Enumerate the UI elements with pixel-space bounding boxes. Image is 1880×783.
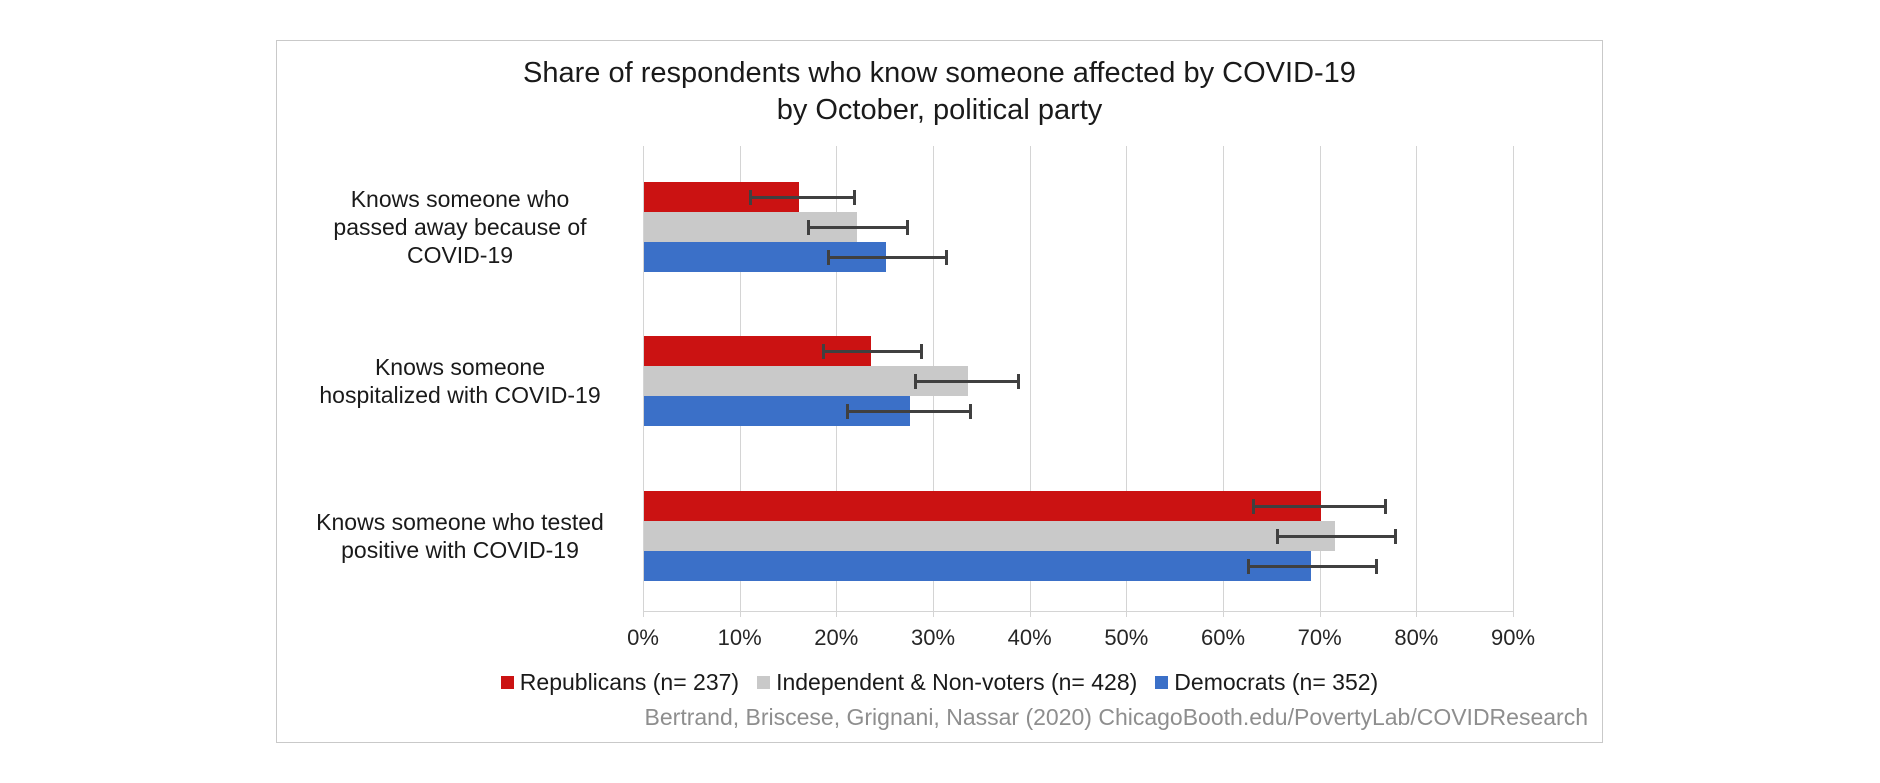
bar-independent: [644, 521, 1336, 551]
category-label: Knows someone hospitalized with COVID-19: [282, 336, 638, 426]
error-bar-cap-low: [1276, 528, 1280, 544]
gridline: [643, 146, 644, 617]
error-bar-line: [913, 379, 1020, 383]
x-tick-label: 30%: [910, 625, 956, 650]
legend-item-republicans: Republicans (n= 237): [500, 669, 740, 696]
x-tick-label: 50%: [1104, 625, 1149, 650]
category-label-line: Knows someone: [374, 354, 546, 380]
error-bar-line: [846, 409, 972, 413]
chart-title-line2: by October, political party: [776, 94, 1103, 126]
error-bar-cap-low: [846, 403, 849, 419]
x-tick-label: 10%: [717, 625, 762, 650]
error-bar-cap-low: [1247, 558, 1251, 574]
error-bar-line: [1252, 504, 1388, 508]
x-tick-label: 40%: [1007, 625, 1052, 650]
category-label: Knows someone who tested positive with CO…: [282, 491, 638, 581]
source-attribution: Bertrand, Briscese, Grignani, Nassar (20…: [644, 704, 1588, 730]
error-bar-cap-high: [920, 343, 924, 359]
category-label: Knows someone who passed away because of C…: [282, 182, 638, 272]
legend-label: Republicans (n= 237): [519, 669, 740, 695]
category-label-line: passed away because of: [333, 214, 587, 240]
gridline: [1223, 146, 1225, 617]
error-bar-cap-low: [1252, 498, 1256, 514]
error-bar-line: [826, 255, 948, 259]
error-bar-cap-high: [1374, 558, 1378, 574]
category-label-line: positive with COVID-19: [341, 537, 579, 563]
gridline: [1513, 146, 1515, 617]
error-bar-cap-high: [905, 219, 909, 235]
legend-label: Independent & Non-voters (n= 428): [776, 669, 1138, 695]
error-bar-cap-high: [1384, 498, 1388, 514]
category-label-line: Knows someone who tested: [316, 509, 604, 535]
legend-label: Democrats (n= 352): [1174, 669, 1379, 695]
legend-swatch-democrats: [1155, 676, 1169, 689]
legend-swatch-independent: [757, 676, 771, 689]
x-tick-label: 0%: [627, 625, 659, 650]
gridline: [1126, 146, 1128, 617]
category-label-line: hospitalized with COVID-19: [319, 382, 601, 408]
bar-republicans: [644, 491, 1321, 521]
gridline: [1416, 146, 1418, 617]
error-bar-cap-low: [821, 343, 825, 359]
legend-item-independent: Independent & Non-voters (n= 428): [757, 669, 1137, 696]
error-bar-cap-high: [968, 403, 972, 419]
error-bar-cap-low: [749, 189, 753, 205]
chart-title-line1: Share of respondents who know someone af…: [523, 57, 1356, 89]
error-bar-line: [807, 225, 909, 229]
x-tick-label: 80%: [1394, 625, 1439, 650]
gridline: [1029, 146, 1031, 617]
x-tick-label: 20%: [814, 625, 859, 650]
bar-democrats: [644, 551, 1312, 581]
error-bar-line: [1276, 534, 1398, 538]
chart-container: Share of respondents who know someone af…: [276, 40, 1603, 743]
error-bar-cap-low: [826, 249, 830, 265]
error-bar-line: [821, 349, 924, 353]
category-label-line: COVID-19: [406, 242, 514, 268]
error-bar-line: [749, 195, 856, 199]
chart-title: Share of respondents who know someone af…: [277, 55, 1602, 129]
gridline: [1319, 146, 1321, 617]
error-bar-cap-high: [852, 189, 856, 205]
category-label-line: Knows someone who: [350, 186, 570, 212]
legend-item-democrats: Democrats (n= 352): [1155, 669, 1378, 696]
error-bar-cap-low: [807, 219, 811, 235]
error-bar-cap-high: [1017, 373, 1020, 389]
x-tick-label: 70%: [1297, 625, 1342, 650]
x-axis-line: [643, 611, 1515, 612]
x-tick-label: 90%: [1490, 625, 1536, 650]
error-bar-cap-high: [1394, 528, 1398, 544]
legend-swatch-republicans: [500, 676, 514, 689]
x-tick-label: 60%: [1200, 625, 1246, 650]
error-bar-cap-high: [944, 249, 948, 265]
legend: Republicans (n= 237) Independent & Non-vo…: [277, 669, 1602, 696]
error-bar-cap-low: [913, 373, 917, 389]
error-bar-line: [1247, 564, 1378, 568]
